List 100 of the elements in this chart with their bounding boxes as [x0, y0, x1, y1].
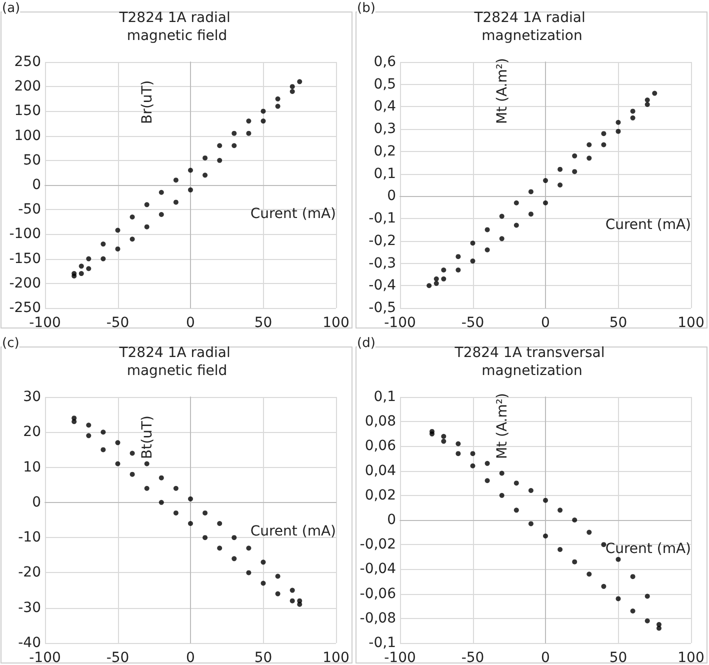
point — [290, 84, 295, 90]
point — [616, 596, 621, 602]
point — [100, 242, 106, 247]
point — [217, 158, 222, 163]
y-tick-label: -0,06 — [360, 586, 396, 602]
text: (c) — [2, 336, 20, 351]
chart-title: T2824 1A radial magnetic field — [118, 10, 235, 44]
point — [484, 460, 490, 466]
y-tick-label: 200 — [14, 78, 41, 95]
point — [430, 431, 435, 436]
point — [144, 461, 150, 466]
point — [441, 276, 446, 282]
point — [72, 419, 77, 424]
y-tick-label: 0 — [32, 177, 41, 193]
y-axis-title: Bt(uT) — [140, 416, 156, 459]
point — [246, 546, 252, 551]
point — [543, 533, 548, 538]
x-tick-label: 50 — [254, 650, 272, 665]
point — [158, 500, 164, 505]
point — [470, 258, 476, 264]
y-axis-title: Br(uT) — [140, 80, 156, 124]
point — [260, 108, 266, 114]
y-tick-label: -0,5 — [368, 300, 396, 316]
point — [173, 486, 178, 491]
point — [586, 530, 592, 535]
point — [173, 178, 178, 183]
x-tick-label: 50 — [254, 315, 272, 331]
x-tick-label: 0 — [541, 650, 550, 665]
x-tick-label: -50 — [461, 650, 484, 665]
point — [528, 488, 534, 493]
point — [202, 535, 208, 540]
point — [456, 267, 461, 272]
point — [601, 584, 606, 589]
y-tick-label: -0,1 — [368, 635, 396, 651]
x-tick-label: 100 — [678, 650, 704, 665]
point — [78, 264, 84, 269]
point — [290, 598, 295, 604]
point — [644, 618, 650, 624]
point — [514, 480, 519, 486]
point — [115, 228, 120, 233]
point — [260, 580, 266, 586]
x-axis-title: Curent (mA) — [605, 541, 691, 557]
point — [456, 441, 461, 446]
point — [202, 172, 208, 178]
point — [616, 120, 621, 125]
point — [586, 142, 592, 148]
point — [630, 108, 636, 114]
point — [188, 521, 193, 526]
point — [144, 486, 150, 491]
y-tick-label: 150 — [14, 103, 41, 120]
point — [456, 254, 461, 260]
point — [260, 560, 266, 565]
point — [297, 79, 302, 84]
chart-title: T2824 1A radial magnetization — [473, 10, 590, 44]
point — [484, 227, 490, 232]
y-tick-label: 50 — [23, 152, 41, 168]
chart-title: T2824 1A transversal magnetization — [454, 345, 610, 379]
point — [456, 451, 461, 456]
point — [130, 450, 135, 456]
point — [275, 591, 280, 596]
point — [630, 115, 636, 120]
y-tick-label: -0,4 — [368, 278, 396, 294]
y-tick-label: 250 — [14, 54, 41, 70]
point — [644, 98, 650, 103]
y-tick-label: -0,04 — [360, 561, 396, 578]
y-tick-label: 20 — [23, 424, 41, 440]
x-tick-label: 0 — [186, 650, 195, 665]
point — [188, 496, 193, 502]
y-tick-label: 0,08 — [364, 414, 396, 430]
point — [115, 246, 120, 252]
y-tick-label: 0 — [32, 494, 41, 510]
point — [72, 274, 77, 279]
point — [188, 168, 193, 173]
point — [470, 463, 476, 468]
point — [86, 256, 92, 262]
x-tick-label: 100 — [678, 315, 704, 331]
point — [630, 574, 636, 580]
point — [484, 478, 490, 484]
y-tick-label: -40 — [18, 635, 41, 651]
point — [426, 283, 432, 288]
point — [260, 118, 266, 124]
point — [630, 608, 636, 614]
point — [100, 256, 106, 262]
chart-title: T2824 1A radial magnetic field — [118, 345, 235, 379]
y-tick-label: 0,6 — [374, 54, 396, 70]
point — [188, 187, 193, 192]
point — [514, 200, 519, 206]
point — [528, 189, 534, 194]
y-tick-label: -200 — [9, 275, 41, 292]
x-tick-label: 50 — [609, 315, 628, 331]
y-tick-label: -0,3 — [368, 255, 396, 272]
point — [441, 434, 446, 439]
x-tick-label: 50 — [609, 650, 628, 665]
point — [232, 130, 237, 136]
point — [232, 143, 237, 148]
point — [572, 559, 578, 564]
point — [572, 153, 578, 158]
y-tick-label: 0,1 — [374, 166, 396, 182]
point — [572, 518, 578, 522]
point — [514, 508, 519, 513]
